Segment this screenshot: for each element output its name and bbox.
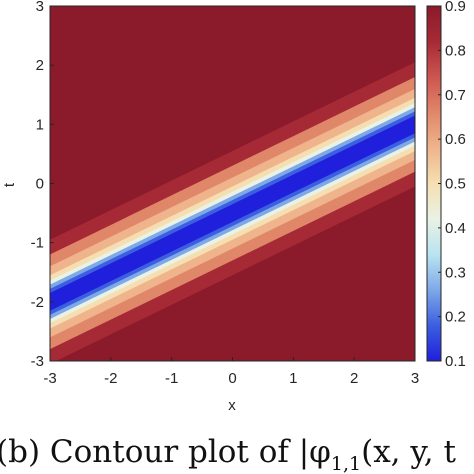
colorbar-tick-label: 0.4 bbox=[445, 220, 466, 237]
colorbar-tick-label: 0.9 bbox=[445, 0, 466, 15]
y-tick-label: 3 bbox=[36, 0, 44, 15]
caption-text: (b) Contour plot of |φ bbox=[0, 434, 331, 470]
x-tick-label: 3 bbox=[411, 370, 419, 387]
y-tick-label: 2 bbox=[36, 57, 44, 74]
x-tick-label: -2 bbox=[104, 370, 117, 387]
y-tick-label: 1 bbox=[36, 116, 44, 133]
figure-caption: (b) Contour plot of |φ1,1(x, y, t bbox=[0, 434, 456, 474]
colorbar-tick-label: 0.5 bbox=[445, 176, 466, 193]
y-axis-label: t bbox=[1, 182, 18, 187]
colorbar-tick-label: 0.6 bbox=[445, 131, 466, 148]
y-tick-label: 0 bbox=[36, 176, 44, 193]
y-tick-label: -1 bbox=[31, 235, 44, 252]
colorbar: 0.1 0.2 0.3 0.4 0.5 0.6 0.7 0.8 0.9 bbox=[426, 0, 466, 370]
y-tick-label: -3 bbox=[31, 353, 44, 370]
colorbar-ticks: 0.1 0.2 0.3 0.4 0.5 0.6 0.7 0.8 0.9 bbox=[438, 0, 466, 370]
contour-plot-area bbox=[50, 6, 415, 361]
contour-band bbox=[50, 115, 415, 311]
colorbar-tick-label: 0.3 bbox=[445, 264, 466, 281]
colorbar-tick-label: 0.8 bbox=[445, 42, 466, 59]
x-tick-label: -1 bbox=[165, 370, 178, 387]
x-tick-label: 1 bbox=[289, 370, 297, 387]
colorbar-tick-label: 0.7 bbox=[445, 87, 466, 104]
colorbar-tick-label: 0.2 bbox=[445, 309, 466, 326]
y-tick-label: -2 bbox=[31, 294, 44, 311]
caption-subscript: 1,1 bbox=[331, 453, 361, 474]
x-tick-label: 2 bbox=[350, 370, 358, 387]
x-axis-label: x bbox=[228, 397, 236, 414]
caption-tail: (x, y, t bbox=[361, 434, 456, 470]
x-tick-label: 0 bbox=[228, 370, 236, 387]
y-axis-ticks: -3 -2 -1 0 1 2 3 bbox=[31, 0, 54, 370]
x-axis-ticks: -3 -2 -1 0 1 2 3 bbox=[43, 357, 419, 387]
contour-bands bbox=[50, 62, 415, 361]
x-tick-label: -3 bbox=[43, 370, 56, 387]
colorbar-tick-label: 0.1 bbox=[445, 353, 466, 370]
